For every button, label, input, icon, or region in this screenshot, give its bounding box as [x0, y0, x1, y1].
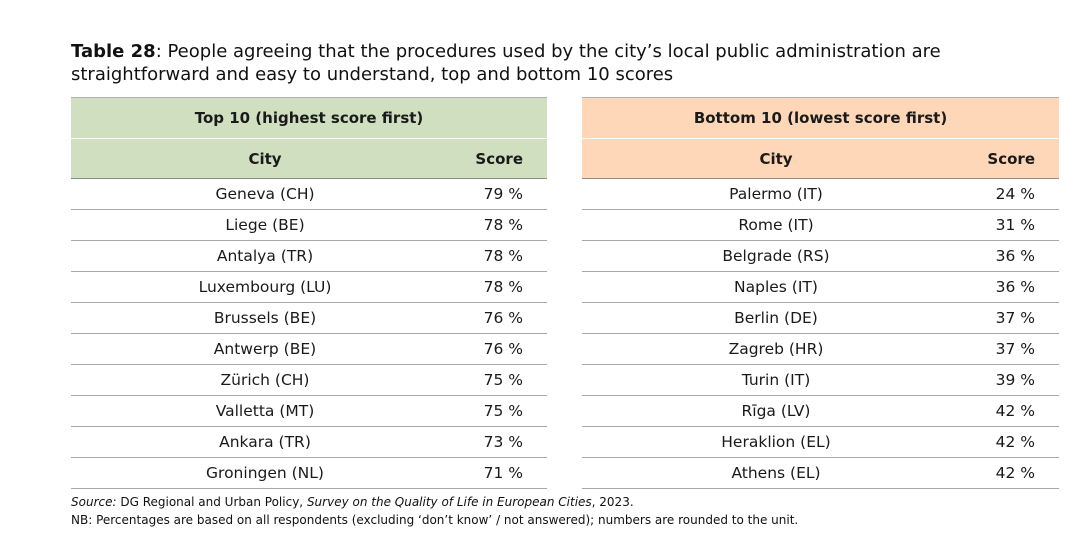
- city-cell: Belgrade (RS): [582, 240, 970, 272]
- bottom-10-score-column-header: Score: [970, 138, 1059, 179]
- table-row: Ankara (TR) 73 %: [71, 426, 547, 458]
- top-10-city-column-header: City: [71, 138, 459, 179]
- city-cell: Antwerp (BE): [71, 333, 459, 365]
- table-row: Geneva (CH) 79 %: [71, 178, 547, 210]
- city-cell: Valletta (MT): [71, 395, 459, 427]
- table-row: Rīga (LV) 42 %: [582, 395, 1059, 427]
- table-number: Table 28: [71, 41, 156, 62]
- table-row: Brussels (BE) 76 %: [71, 302, 547, 334]
- source-survey: Survey on the Quality of Life in Europea…: [306, 495, 592, 509]
- score-cell: 76 %: [459, 302, 547, 334]
- score-cell: 37 %: [970, 333, 1059, 365]
- table-row: Turin (IT) 39 %: [582, 364, 1059, 396]
- table-row: Antwerp (BE) 76 %: [71, 333, 547, 365]
- table-title: : People agreeing that the procedures us…: [71, 41, 941, 85]
- table-row: Zagreb (HR) 37 %: [582, 333, 1059, 365]
- score-cell: 75 %: [459, 364, 547, 396]
- bottom-10-city-column-header: City: [582, 138, 970, 179]
- table-row: Naples (IT) 36 %: [582, 271, 1059, 303]
- table-row: Palermo (IT) 24 %: [582, 178, 1059, 210]
- bottom-10-header: Bottom 10 (lowest score first): [582, 97, 1059, 139]
- top-10-table: Top 10 (highest score first) City Score …: [71, 97, 547, 489]
- score-cell: 42 %: [970, 395, 1059, 427]
- table-row: Liege (BE) 78 %: [71, 209, 547, 241]
- table-row: Rome (IT) 31 %: [582, 209, 1059, 241]
- score-cell: 42 %: [970, 426, 1059, 458]
- table-row: Berlin (DE) 37 %: [582, 302, 1059, 334]
- table-caption: Table 28: People agreeing that the proce…: [71, 40, 1061, 86]
- score-cell: 36 %: [970, 271, 1059, 303]
- city-cell: Rīga (LV): [582, 395, 970, 427]
- city-cell: Berlin (DE): [582, 302, 970, 334]
- city-cell: Luxembourg (LU): [71, 271, 459, 303]
- score-cell: 78 %: [459, 240, 547, 272]
- table-row: Heraklion (EL) 42 %: [582, 426, 1059, 458]
- score-cell: 31 %: [970, 209, 1059, 241]
- top-10-score-column-header: Score: [459, 138, 547, 179]
- source-agency: DG Regional and Urban Policy,: [116, 495, 307, 509]
- note-line: NB: Percentages are based on all respond…: [71, 513, 799, 527]
- table-row: Zürich (CH) 75 %: [71, 364, 547, 396]
- score-cell: 36 %: [970, 240, 1059, 272]
- city-cell: Palermo (IT): [582, 178, 970, 210]
- table-row: Antalya (TR) 78 %: [71, 240, 547, 272]
- city-cell: Brussels (BE): [71, 302, 459, 334]
- table-row: Groningen (NL) 71 %: [71, 457, 547, 489]
- table-row: Valletta (MT) 75 %: [71, 395, 547, 427]
- city-cell: Liege (BE): [71, 209, 459, 241]
- source-label: Source:: [71, 495, 117, 509]
- city-cell: Ankara (TR): [71, 426, 459, 458]
- score-cell: 71 %: [459, 457, 547, 489]
- score-cell: 78 %: [459, 271, 547, 303]
- city-cell: Zürich (CH): [71, 364, 459, 396]
- city-cell: Geneva (CH): [71, 178, 459, 210]
- table-notes: Source: DG Regional and Urban Policy, Su…: [71, 493, 798, 529]
- city-cell: Heraklion (EL): [582, 426, 970, 458]
- bottom-10-table: Bottom 10 (lowest score first) City Scor…: [582, 97, 1059, 489]
- score-cell: 79 %: [459, 178, 547, 210]
- table-row: Athens (EL) 42 %: [582, 457, 1059, 489]
- score-cell: 42 %: [970, 457, 1059, 489]
- score-cell: 73 %: [459, 426, 547, 458]
- city-cell: Groningen (NL): [71, 457, 459, 489]
- table-row: Belgrade (RS) 36 %: [582, 240, 1059, 272]
- city-cell: Antalya (TR): [71, 240, 459, 272]
- city-cell: Athens (EL): [582, 457, 970, 489]
- city-cell: Zagreb (HR): [582, 333, 970, 365]
- score-cell: 24 %: [970, 178, 1059, 210]
- source-line: Source: DG Regional and Urban Policy, Su…: [71, 493, 798, 511]
- score-cell: 78 %: [459, 209, 547, 241]
- score-cell: 37 %: [970, 302, 1059, 334]
- table-row: Luxembourg (LU) 78 %: [71, 271, 547, 303]
- score-cell: 39 %: [970, 364, 1059, 396]
- city-cell: Naples (IT): [582, 271, 970, 303]
- score-cell: 76 %: [459, 333, 547, 365]
- city-cell: Turin (IT): [582, 364, 970, 396]
- score-cell: 75 %: [459, 395, 547, 427]
- source-year: , 2023.: [591, 495, 634, 509]
- city-cell: Rome (IT): [582, 209, 970, 241]
- top-10-header: Top 10 (highest score first): [71, 97, 547, 139]
